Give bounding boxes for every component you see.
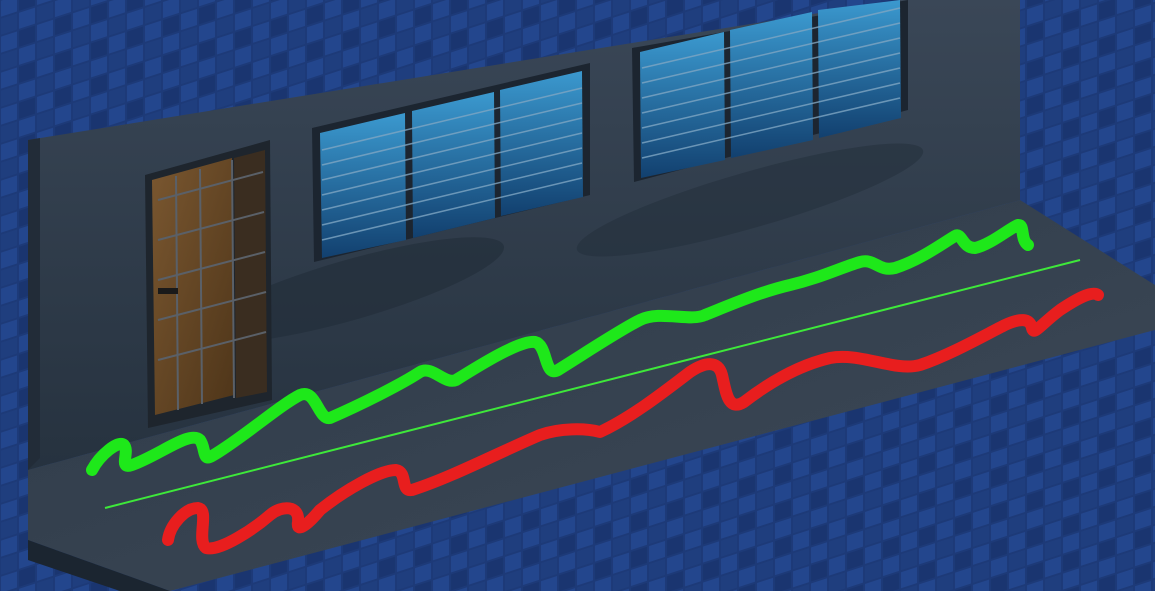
window-left — [312, 63, 590, 262]
green-guide-line — [104, 259, 1081, 509]
wall-stain — [195, 237, 505, 343]
red-squiggle-path[interactable] — [162, 287, 1104, 555]
green-squiggle-path[interactable] — [86, 219, 1034, 476]
door-handle-icon — [158, 288, 178, 294]
window-right — [632, 0, 908, 182]
building-wall-side — [28, 138, 40, 470]
door-grille — [157, 159, 267, 411]
sidewalk-ledge — [28, 200, 1155, 591]
wall-stain — [576, 143, 924, 257]
sidewalk-ledge-edge — [28, 540, 170, 591]
door[interactable] — [145, 140, 272, 428]
